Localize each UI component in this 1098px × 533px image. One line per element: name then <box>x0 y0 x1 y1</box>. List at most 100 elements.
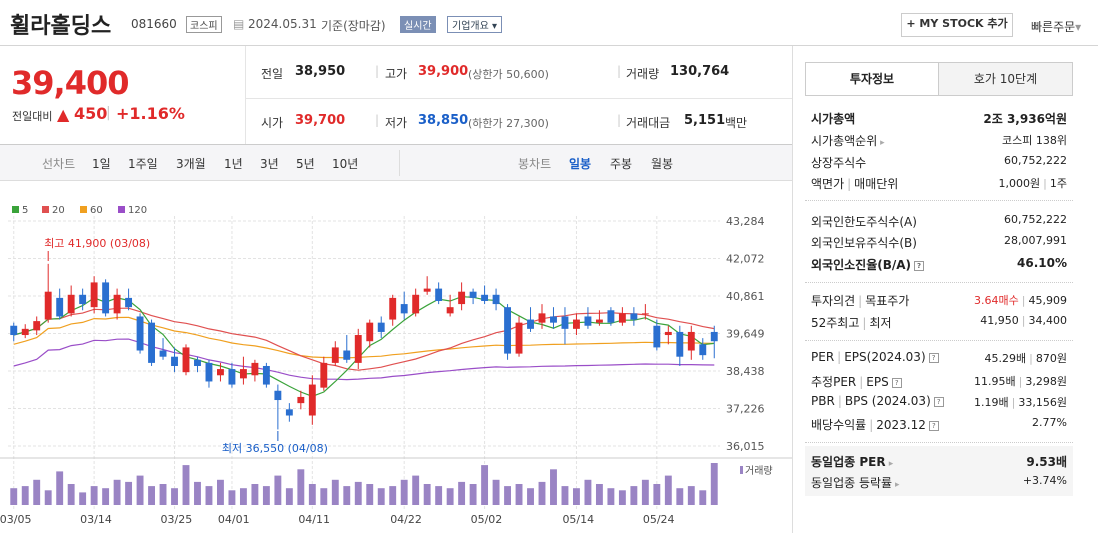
tab-orderbook[interactable]: 호가 10단계 <box>939 63 1072 95</box>
calendar-icon: ▤ <box>233 17 245 31</box>
volume-bar <box>239 488 247 505</box>
per-text: PER <box>811 350 835 364</box>
volume-bar <box>630 486 638 505</box>
volume-bar <box>205 486 213 505</box>
eps-value: 870원 <box>1035 352 1067 365</box>
volume-bar <box>573 488 580 505</box>
candle-body <box>664 331 672 336</box>
y-tick-label: 40,861 <box>726 290 765 303</box>
tab-investment-info[interactable]: 투자정보 <box>806 63 939 95</box>
period-10y[interactable]: 10년 <box>332 157 359 171</box>
volume-bar <box>423 484 431 505</box>
realtime-button[interactable]: 실시간 <box>400 16 436 33</box>
high-value: 39,900 <box>418 64 469 79</box>
period-5y[interactable]: 5년 <box>296 157 315 171</box>
volume-bar <box>136 475 144 505</box>
candle-body <box>262 365 270 385</box>
ma-120-line <box>13 338 715 381</box>
lower-limit: (하한가 27,300) <box>468 117 549 130</box>
quick-order-button[interactable]: 빠른주문▾ <box>1031 18 1081 35</box>
chevron-right-icon: ▸ <box>877 138 885 148</box>
peer-per-text: 동일업종 PER <box>811 455 886 469</box>
upper-limit: (상한가 50,600) <box>468 68 549 81</box>
pbr-label: PBR | BPS (2024.03)? <box>811 394 944 408</box>
candle-body <box>412 294 420 314</box>
y-tick-label: 43,284 <box>726 215 765 228</box>
peer-change-label[interactable]: 동일업종 등락률 ▸ <box>811 474 900 491</box>
y-tick-label: 42,072 <box>726 253 765 266</box>
my-stock-add-button[interactable]: + MY STOCK 추가 <box>901 13 1013 37</box>
opinion-label-text: 투자의견 <box>811 294 856 308</box>
legend-swatch <box>80 206 87 213</box>
per-values: 45.29배 | 870원 <box>984 352 1067 365</box>
max-annotation: 최고 41,900 (03/08) <box>44 237 150 250</box>
x-tick-label: 05/14 <box>562 513 594 526</box>
candle-body <box>44 291 52 320</box>
candle-weekly[interactable]: 주봉 <box>610 157 633 171</box>
w52-label: 52주최고 | 최저 <box>811 316 892 330</box>
price-chart[interactable]: 5 20 60 120 43,284 42,072 40,861 39,649 38,438 37… <box>0 181 792 533</box>
candle-body <box>90 282 98 308</box>
period-3m[interactable]: 3개월 <box>176 157 206 171</box>
volume-bar <box>44 490 52 505</box>
amount-unit: 백만 <box>725 116 748 130</box>
info-icon[interactable]: ? <box>928 420 939 431</box>
face-unit-values: 1,000원 | 1주 <box>998 177 1067 190</box>
volume-bar <box>446 488 454 505</box>
info-icon[interactable]: ? <box>928 352 939 363</box>
info-icon[interactable]: ? <box>933 396 944 407</box>
divider <box>245 46 246 144</box>
volume-bar <box>159 484 167 505</box>
volume-bar <box>595 484 603 505</box>
candle-body <box>538 313 546 323</box>
volume-bar <box>504 486 511 505</box>
period-1d[interactable]: 1일 <box>92 157 111 171</box>
period-1w[interactable]: 1주일 <box>128 157 158 171</box>
candle-body <box>710 331 718 342</box>
foreign-limit: 60,752,222 <box>1004 213 1067 226</box>
candle-body <box>285 409 293 416</box>
volume-bar <box>21 486 29 505</box>
legend-label: 20 <box>52 205 65 216</box>
candle-body <box>527 319 534 329</box>
candle-daily[interactable]: 일봉 <box>569 157 592 171</box>
stock-name: 휠라홀딩스 <box>10 14 112 39</box>
period-bar <box>0 145 792 181</box>
info-icon[interactable]: ? <box>891 377 902 388</box>
volume-bar <box>113 479 121 505</box>
volume-bar <box>377 488 385 505</box>
market-cap-rank-label[interactable]: 시가총액순위 ▸ <box>811 132 885 149</box>
candle-monthly[interactable]: 월봉 <box>651 157 674 171</box>
candle-body <box>377 322 385 332</box>
volume-bar <box>366 484 374 505</box>
est-per-values: 11.95배 | 3,298원 <box>974 375 1067 388</box>
volume-bar <box>481 465 489 505</box>
x-tick-label: 03/25 <box>161 513 193 526</box>
unit-value: 1주 <box>1049 177 1067 190</box>
candle-body <box>331 347 339 363</box>
candle-body <box>354 335 362 363</box>
candle-body <box>125 297 133 308</box>
separator: | <box>617 64 622 78</box>
legend-swatch <box>118 206 125 213</box>
target-label-text: 목표주가 <box>865 294 910 308</box>
stock-header: 휠라홀딩스 081660 코스피 ▤ 2024.05.31 기준(장마감) 실시… <box>0 0 1098 48</box>
info-icon[interactable]: ? <box>914 260 925 271</box>
period-3y[interactable]: 3년 <box>260 157 279 171</box>
company-overview-dropdown[interactable]: 기업개요 ▾ <box>447 16 503 33</box>
volume-bar <box>171 488 178 505</box>
candle-body <box>113 294 121 314</box>
prev-close-value: 38,950 <box>295 64 346 79</box>
candle-body <box>10 325 18 336</box>
volume-bar <box>687 486 695 505</box>
dividend-text: 배당수익률 <box>811 418 867 432</box>
dividend-label: 배당수익률 | 2023.12? <box>811 416 939 433</box>
prev-close-label: 전일 <box>261 67 284 81</box>
peer-box <box>805 446 1073 496</box>
w52-low-label: 최저 <box>869 316 892 330</box>
target-value: 45,909 <box>1028 294 1068 307</box>
volume-bar <box>538 481 546 505</box>
period-1y[interactable]: 1년 <box>224 157 243 171</box>
volume-bar <box>664 475 672 505</box>
peer-per-label[interactable]: 동일업종 PER ▸ <box>811 453 893 470</box>
